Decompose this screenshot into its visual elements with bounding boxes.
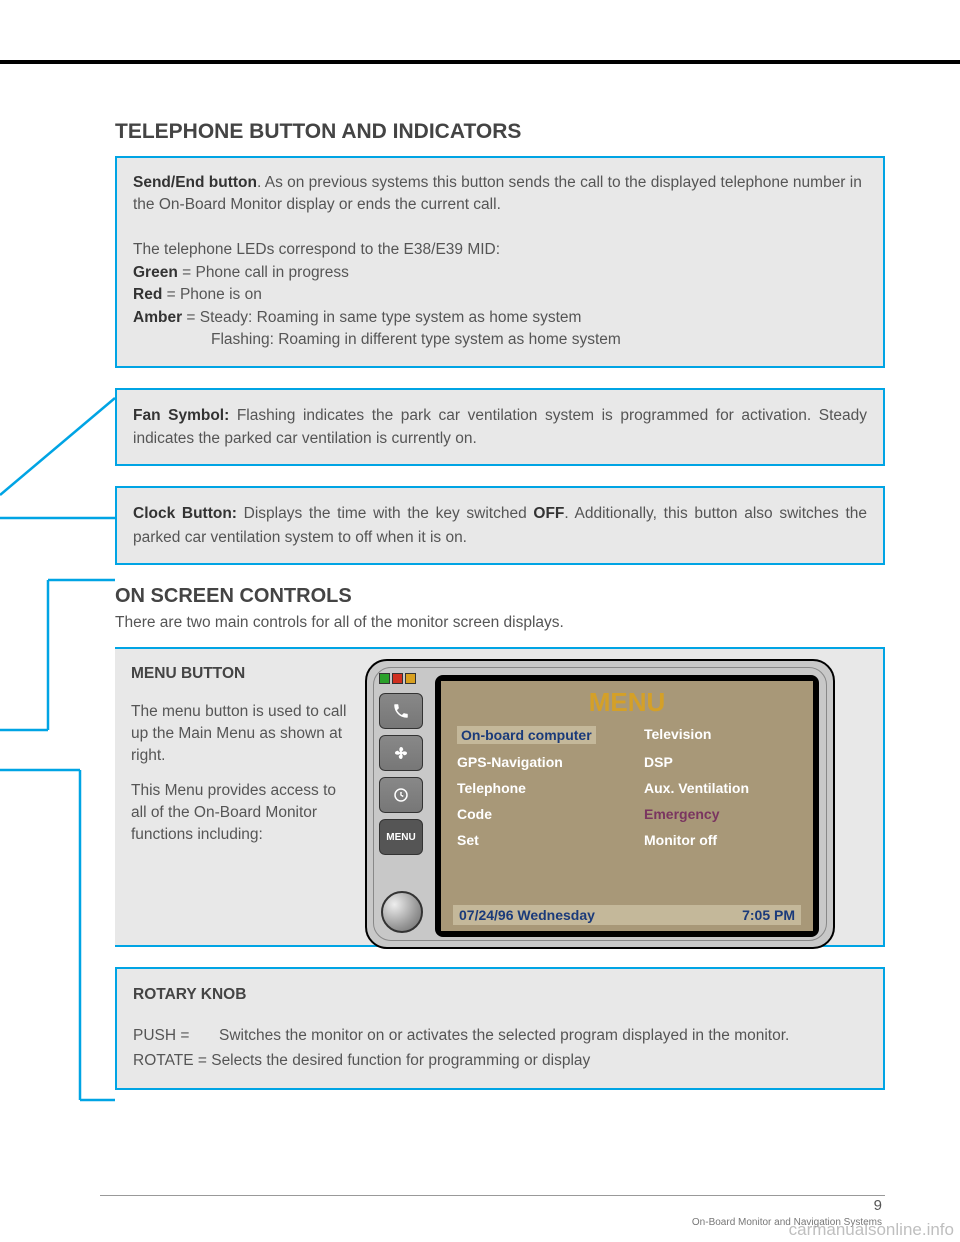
menu-button-box: MENU BUTTON The menu button is used to c… — [115, 647, 885, 947]
fan-box: Fan Symbol: Flashing indicates the park … — [115, 388, 885, 467]
send-end-box: Send/End button. As on previous systems … — [115, 156, 885, 368]
menu-item[interactable]: On-board computer — [457, 726, 644, 744]
clock-button[interactable] — [379, 777, 423, 813]
led-strip — [379, 673, 416, 684]
phone-icon — [392, 702, 410, 720]
menu-item[interactable]: Monitor off — [644, 832, 797, 848]
menu-item[interactable]: Aux. Ventilation — [644, 780, 797, 796]
red-label: Red — [133, 286, 162, 303]
clock-off: OFF — [533, 505, 564, 522]
heading-telephone: TELEPHONE BUTTON AND INDICATORS — [115, 120, 885, 144]
red-text: = Phone is on — [162, 286, 262, 303]
heading-onscreen-sub: There are two main controls for all of t… — [115, 612, 885, 634]
clock-icon — [392, 786, 410, 804]
top-rule — [0, 60, 960, 64]
heading-onscreen: ON SCREEN CONTROLS — [115, 585, 885, 608]
rotary-title: ROTARY KNOB — [133, 983, 867, 1008]
amber-line1: Amber = Steady: Roaming in same type sys… — [133, 307, 867, 329]
fan-text: Flashing indicates the park car ventilat… — [133, 407, 867, 447]
page: TELEPHONE BUTTON AND INDICATORS Send/End… — [0, 0, 960, 1242]
amber-text1: = Steady: Roaming in same type system as… — [182, 309, 581, 326]
menu-item[interactable]: Code — [457, 806, 644, 822]
screen-frame: MENU On-board computerTelevisionGPS-Navi… — [435, 675, 819, 937]
menu-item[interactable]: Television — [644, 726, 797, 744]
fan-icon — [392, 744, 410, 762]
amber-label: Amber — [133, 309, 182, 326]
led-intro: The telephone LEDs correspond to the E38… — [133, 239, 867, 261]
phone-button[interactable] — [379, 693, 423, 729]
menu-left-text: MENU BUTTON The menu button is used to c… — [131, 663, 351, 845]
send-end-para1: Send/End button. As on previous systems … — [133, 172, 867, 217]
green-label: Green — [133, 264, 178, 281]
menu-button[interactable]: MENU — [379, 819, 423, 855]
menu-button-p1: The menu button is used to call up the M… — [131, 701, 351, 766]
menu-item[interactable]: Emergency — [644, 806, 797, 822]
watermark: carmanualsonline.info — [789, 1220, 954, 1240]
menu-button-title: MENU BUTTON — [131, 663, 351, 685]
fan-label: Fan Symbol: — [133, 407, 229, 424]
rotary-box: ROTARY KNOB PUSH = Switches the monitor … — [115, 967, 885, 1089]
clock-text1: Displays the time with the key switched — [237, 505, 533, 522]
menu-button-label: MENU — [386, 832, 415, 843]
rotate-text: Selects the desired function for program… — [207, 1052, 590, 1069]
screen-footer: 07/24/96 Wednesday 7:05 PM — [453, 905, 801, 925]
menu-button-p2: This Menu provides access to all of the … — [131, 780, 351, 845]
green-text: = Phone call in progress — [178, 264, 349, 281]
rotary-rotate-row: ROTATE = Selects the desired function fo… — [133, 1049, 867, 1074]
send-end-label: Send/End button — [133, 174, 257, 191]
content-area: TELEPHONE BUTTON AND INDICATORS Send/End… — [115, 120, 885, 1090]
clock-label: Clock Button: — [133, 505, 237, 522]
green-line: Green = Phone call in progress — [133, 262, 867, 284]
clock-box: Clock Button: Displays the time with the… — [115, 486, 885, 565]
menu-item[interactable]: Set — [457, 832, 644, 848]
rotary-push-row: PUSH = Switches the monitor on or activa… — [133, 1024, 867, 1049]
screen: MENU On-board computerTelevisionGPS-Navi… — [441, 681, 813, 931]
footer-rule — [100, 1195, 885, 1196]
footer-time: 7:05 PM — [742, 907, 795, 923]
led-green — [379, 673, 390, 684]
rotate-label: ROTATE = — [133, 1052, 207, 1069]
led-amber — [405, 673, 416, 684]
menu-item[interactable]: DSP — [644, 754, 797, 770]
monitor-device: MENU MENU On-board computerTelevisionGPS… — [365, 659, 835, 949]
menu-grid: On-board computerTelevisionGPS-Navigatio… — [453, 726, 801, 848]
led-red — [392, 673, 403, 684]
page-number: 9 — [874, 1197, 882, 1214]
fan-button[interactable] — [379, 735, 423, 771]
amber-text2: Flashing: Roaming in different type syst… — [133, 329, 867, 351]
menu-item[interactable]: Telephone — [457, 780, 644, 796]
screen-title: MENU — [453, 687, 801, 718]
push-label: PUSH = — [133, 1024, 219, 1049]
menu-item[interactable]: GPS-Navigation — [457, 754, 644, 770]
footer-date: 07/24/96 Wednesday — [459, 907, 595, 923]
push-text: Switches the monitor on or activates the… — [219, 1024, 789, 1049]
red-line: Red = Phone is on — [133, 284, 867, 306]
